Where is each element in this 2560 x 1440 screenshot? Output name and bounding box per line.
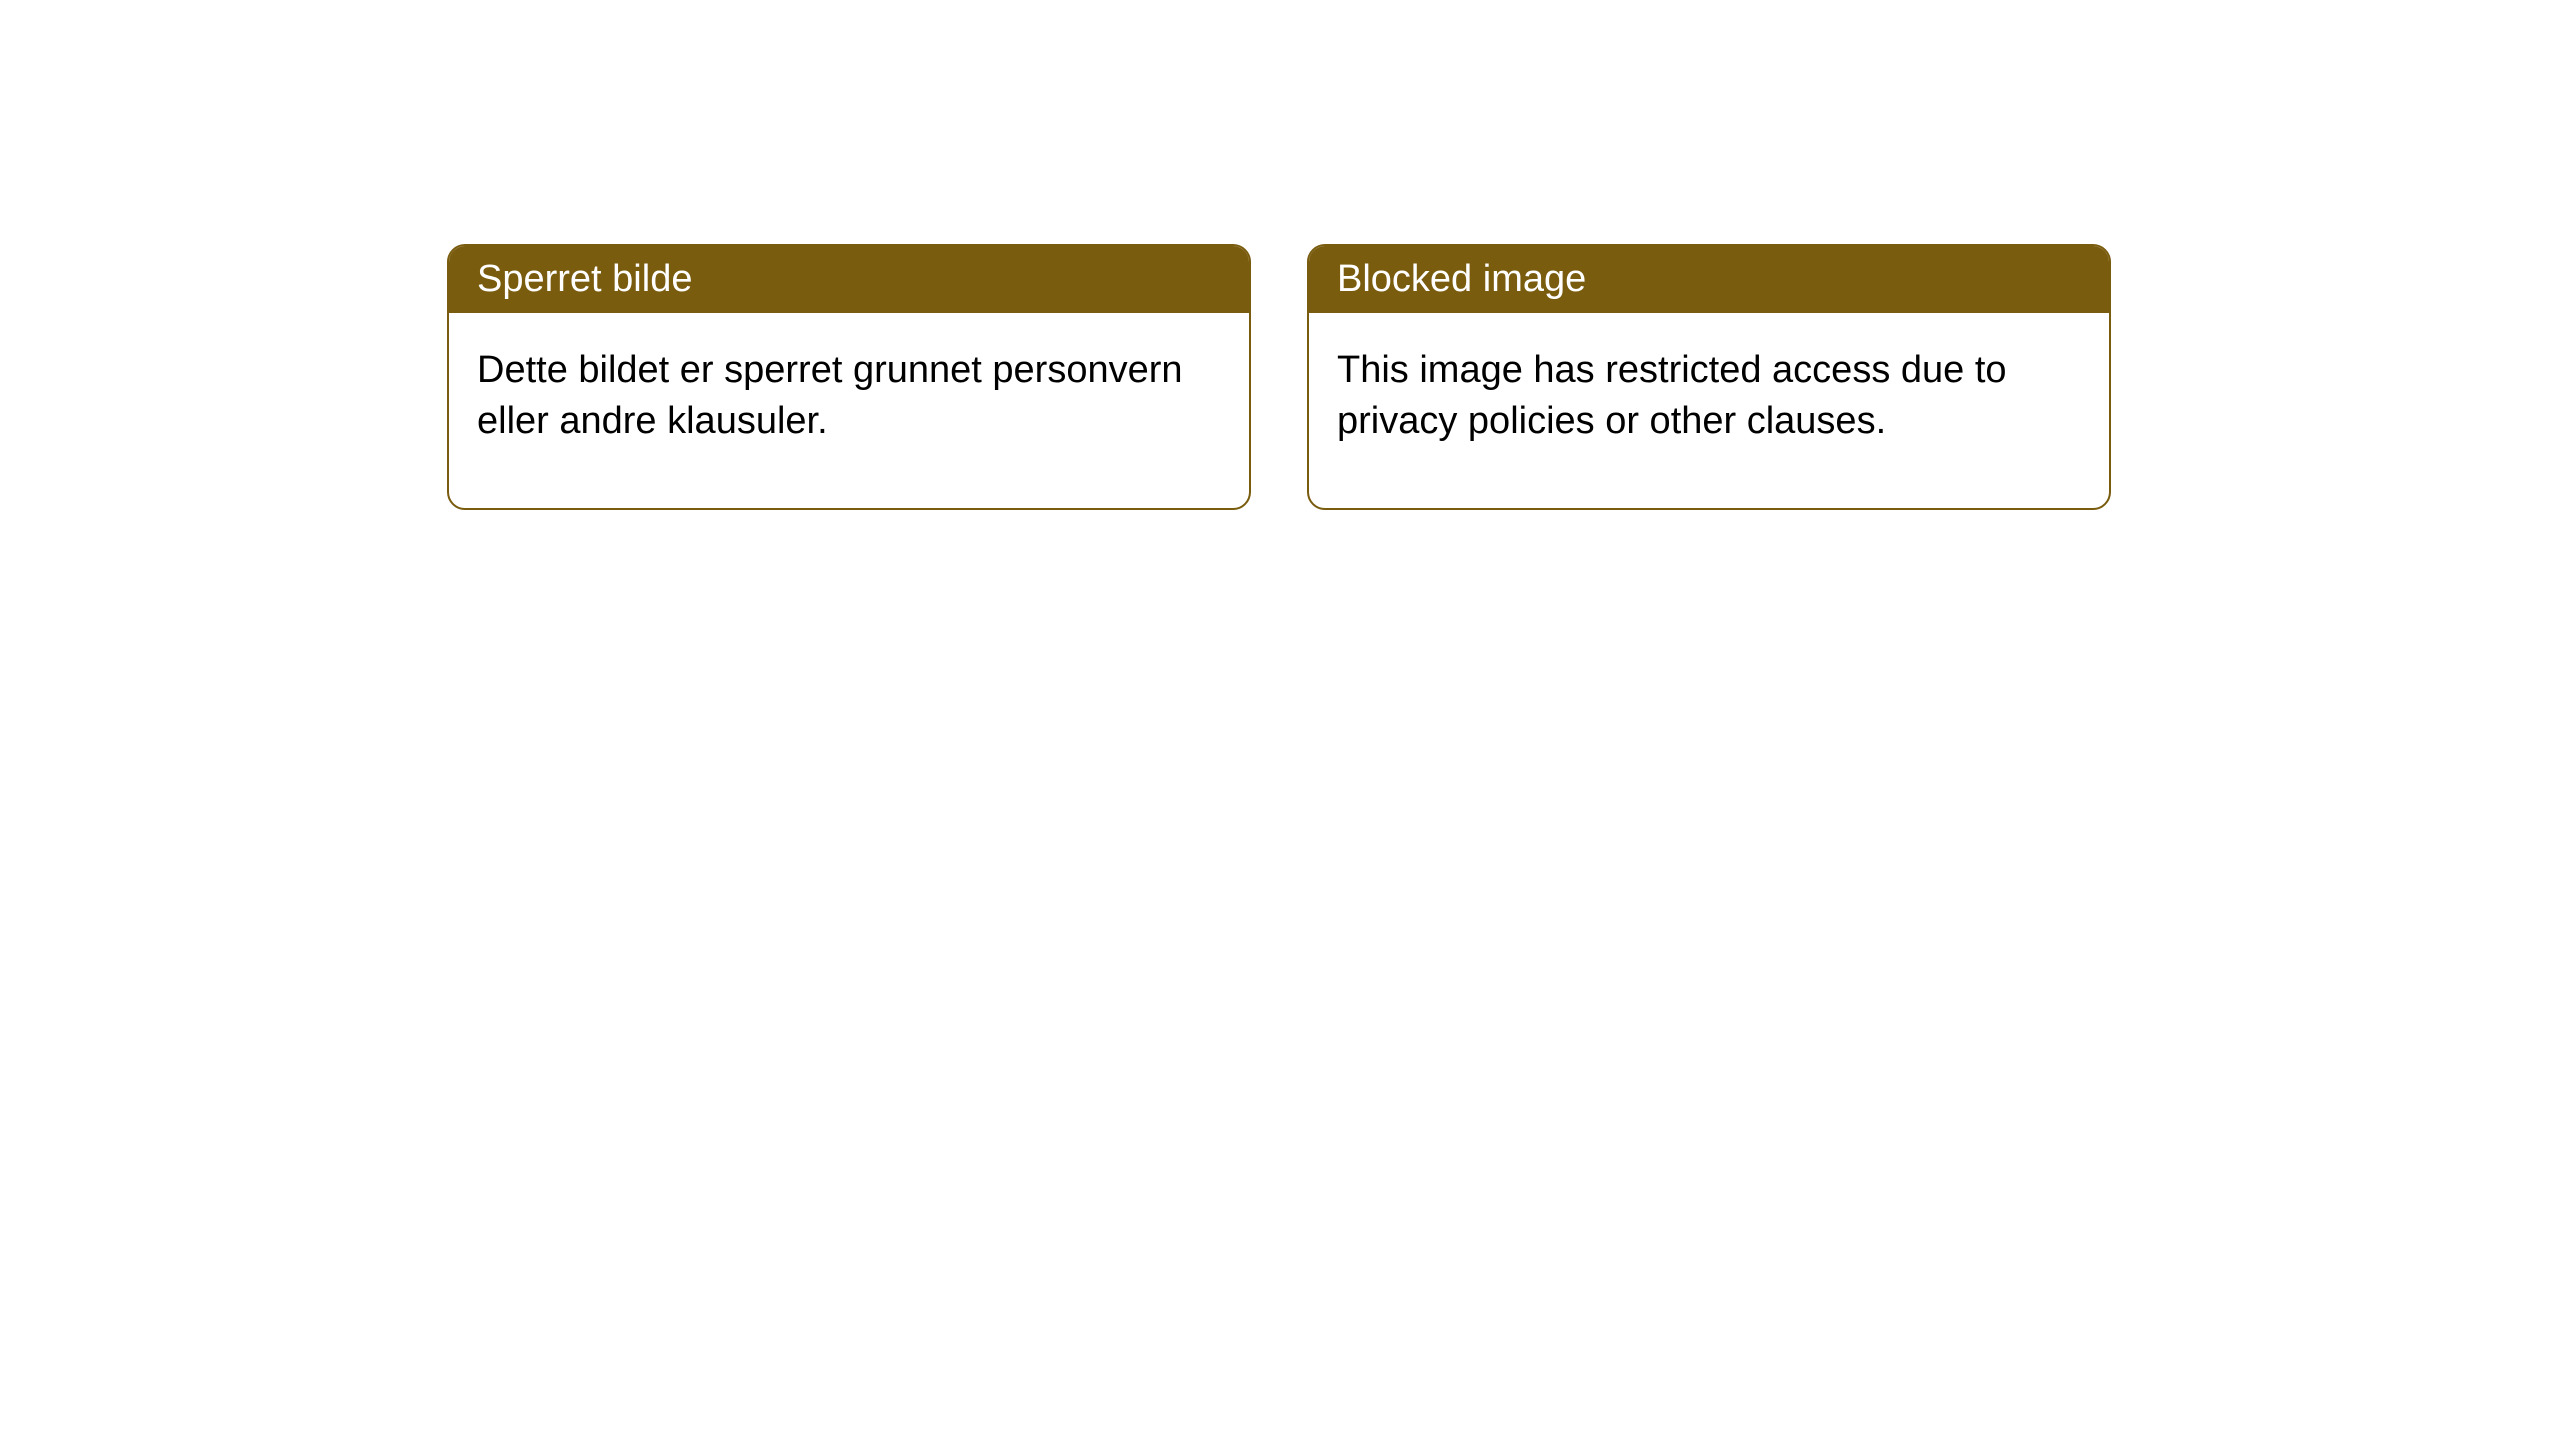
notice-body-english: This image has restricted access due to … [1309, 313, 2109, 508]
notice-container: Sperret bilde Dette bildet er sperret gr… [0, 0, 2560, 510]
notice-header-english: Blocked image [1309, 246, 2109, 313]
notice-card-norwegian: Sperret bilde Dette bildet er sperret gr… [447, 244, 1251, 510]
notice-body-norwegian: Dette bildet er sperret grunnet personve… [449, 313, 1249, 508]
notice-header-norwegian: Sperret bilde [449, 246, 1249, 313]
notice-card-english: Blocked image This image has restricted … [1307, 244, 2111, 510]
